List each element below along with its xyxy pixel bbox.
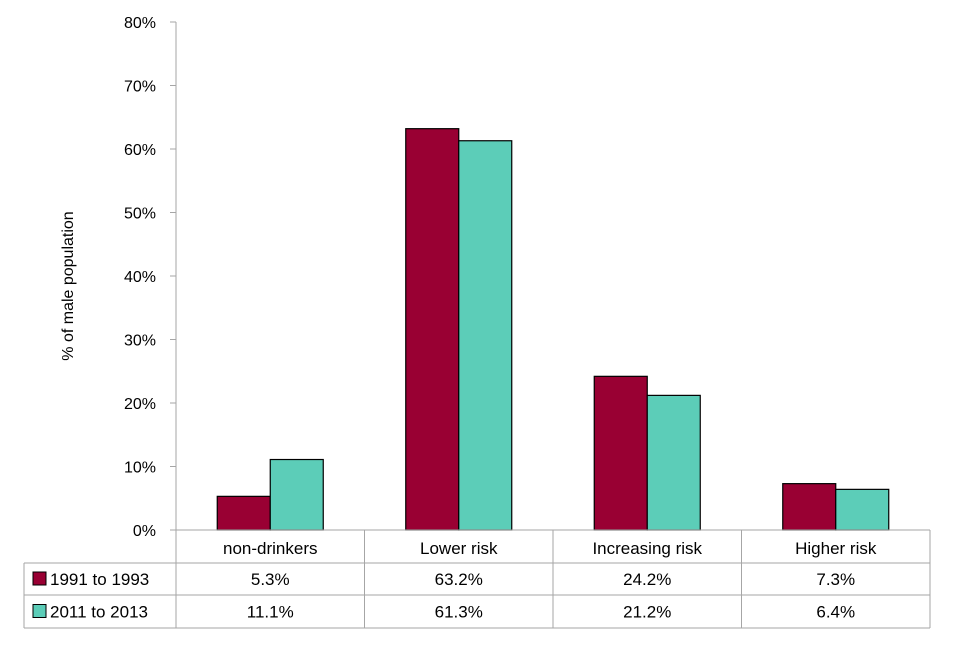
bar-series2-1 <box>458 140 513 531</box>
y-tick-label: 10% <box>124 460 156 477</box>
y-tick-label: 80% <box>124 15 156 32</box>
category-label: non-drinkers <box>223 539 318 558</box>
data-table-cell: 24.2% <box>623 570 671 589</box>
legend-label-2: 2011 to 2013 <box>50 603 148 622</box>
bar-series2-3 <box>835 488 890 531</box>
y-tick-label: 70% <box>124 79 156 96</box>
bar-series1-0 <box>216 495 271 531</box>
bar-series2-2 <box>646 394 701 531</box>
data-table-cell: 21.2% <box>623 603 671 622</box>
data-table-cell: 6.4% <box>816 603 855 622</box>
bar-series1-2 <box>593 375 648 531</box>
category-label: Increasing risk <box>592 539 702 558</box>
data-table-cell: 63.2% <box>435 570 483 589</box>
y-tick-label: 0% <box>133 523 156 540</box>
data-table-cell: 61.3% <box>435 603 483 622</box>
y-axis-label: % of male population <box>60 211 77 360</box>
y-tick-label: 20% <box>124 396 156 413</box>
y-tick-label: 50% <box>124 206 156 223</box>
category-label: Lower risk <box>420 539 498 558</box>
y-tick-label: 40% <box>124 269 156 286</box>
bar-series1-1 <box>405 128 460 531</box>
data-table-cell: 5.3% <box>251 570 290 589</box>
data-table-cell: 11.1% <box>247 603 294 622</box>
legend-swatch-1 <box>32 571 47 586</box>
bar-series2-0 <box>269 458 324 531</box>
legend-label-1: 1991 to 1993 <box>50 570 149 589</box>
data-table-cell: 7.3% <box>816 570 855 589</box>
bar-series1-3 <box>782 483 837 531</box>
category-label: Higher risk <box>795 539 877 558</box>
y-tick-label: 60% <box>124 142 156 159</box>
y-tick-label: 30% <box>124 333 156 350</box>
legend-swatch-2 <box>32 604 47 618</box>
